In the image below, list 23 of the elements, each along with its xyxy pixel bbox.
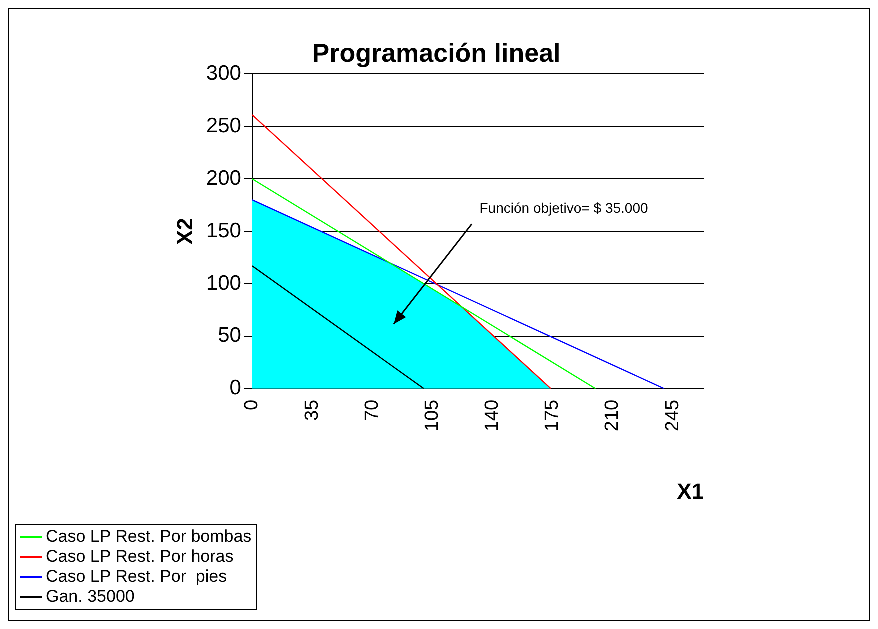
y-tick-label: 150 — [206, 219, 242, 242]
legend-label: Caso LP Rest. Por pies — [46, 567, 228, 587]
y-tick-label: 200 — [206, 166, 242, 190]
y-tick-label: 50 — [218, 324, 242, 348]
legend-label: Gan. 35000 — [46, 587, 135, 607]
x-tick-label: 245 — [662, 400, 684, 432]
annotation: Función objetivo= $ 35.000 — [480, 200, 648, 216]
y-tick-label: 300 — [206, 62, 242, 85]
chart-title: Programación lineal — [312, 38, 561, 68]
x-tick-label: 140 — [482, 400, 504, 432]
x-axis-title: X1 — [677, 478, 704, 504]
y-axis-title: X2 — [172, 218, 198, 246]
legend-label: Caso LP Rest. Por horas — [46, 547, 234, 567]
y-tick-label: 100 — [206, 272, 242, 295]
legend-label: Caso LP Rest. Por bombas — [46, 527, 252, 547]
x-tick-label: 210 — [602, 400, 624, 432]
x-tick-label: 105 — [422, 400, 443, 432]
x-tick-label: 0 — [242, 400, 263, 410]
y-tick-label: 0 — [230, 376, 242, 400]
y-tick-label: 250 — [206, 114, 242, 138]
x-tick-label: 175 — [542, 400, 564, 432]
x-tick-label: 70 — [362, 400, 383, 422]
x-tick-label: 35 — [302, 400, 323, 422]
